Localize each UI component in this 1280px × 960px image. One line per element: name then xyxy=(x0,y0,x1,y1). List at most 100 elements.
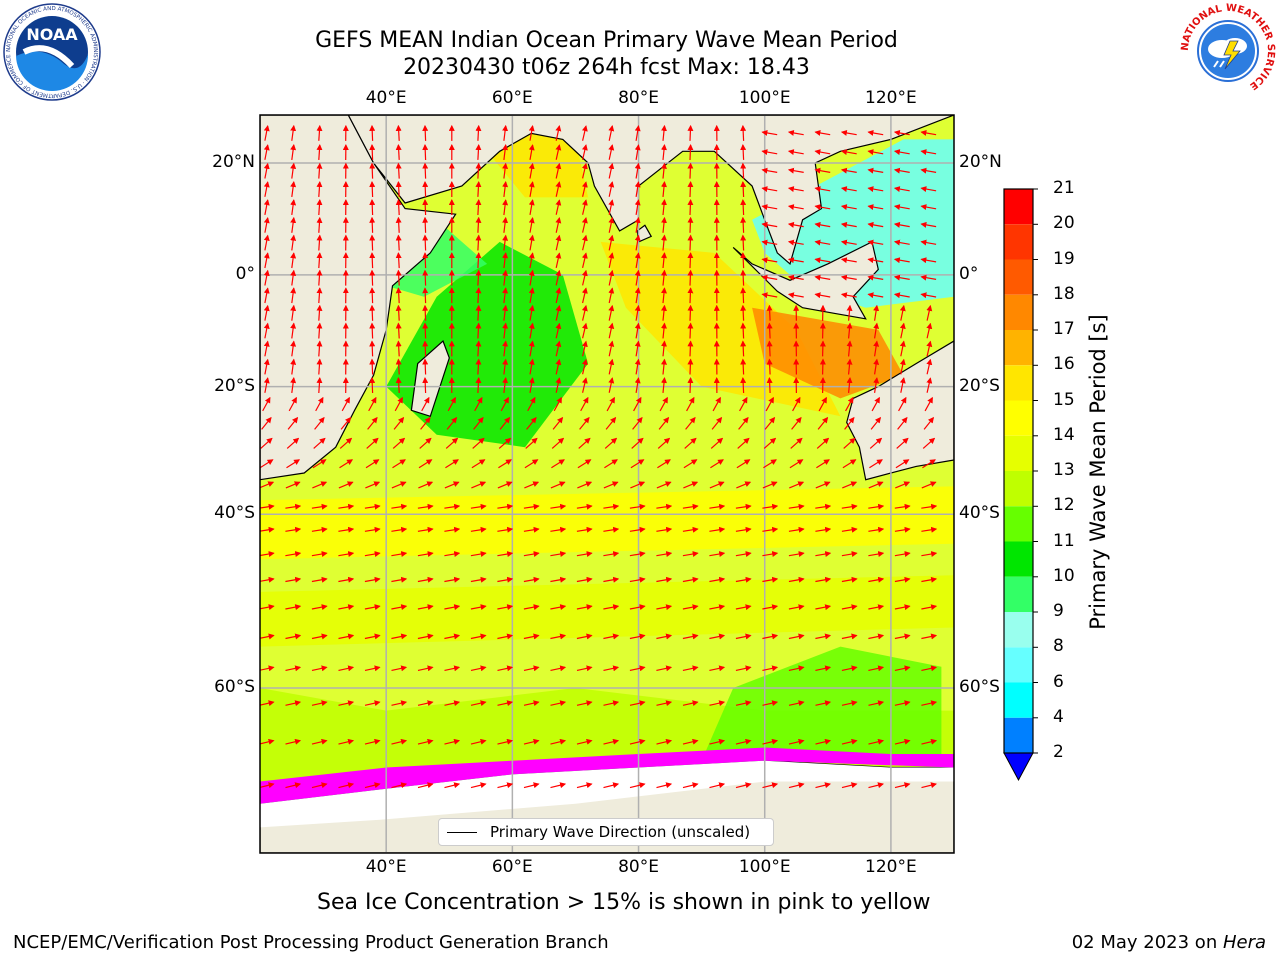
wave-arrow-585 xyxy=(603,551,620,557)
wave-arrow-453 xyxy=(551,437,565,449)
wave-arrow-584 xyxy=(576,551,593,557)
lon-label-top-2: 80°E xyxy=(618,88,659,108)
wave-arrow-679 xyxy=(338,665,355,672)
wave-arrow-204 xyxy=(840,257,857,264)
wave-arrow-192 xyxy=(528,252,535,269)
wave-arrow-701 xyxy=(921,665,938,672)
wave-arrow-471 xyxy=(339,459,354,469)
wave-arrow-672 xyxy=(841,633,858,640)
wave-arrow-544 xyxy=(894,503,911,510)
wave-arrow-756 xyxy=(311,782,328,789)
lat-label-left-0: 20°N xyxy=(212,152,255,172)
wave-arrow-287 xyxy=(290,322,297,339)
wave-arrow-548 xyxy=(311,526,328,533)
wave-arrow-561 xyxy=(656,526,673,533)
wave-arrow-469 xyxy=(286,459,301,469)
wave-arrow-579 xyxy=(444,551,461,557)
wave-arrow-759 xyxy=(391,782,408,789)
wave-arrow-539 xyxy=(762,503,779,510)
wave-arrow-462 xyxy=(790,437,803,449)
wave-arrow-509 xyxy=(656,481,672,489)
lat-label-left-2: 20°S xyxy=(214,375,255,396)
legend-label: Primary Wave Direction (unscaled) xyxy=(490,823,751,841)
colorbar-bin-10 xyxy=(1004,541,1033,577)
wave-arrow-655 xyxy=(391,633,408,640)
wave-arrow-478 xyxy=(524,459,539,469)
wave-arrow-77 xyxy=(920,167,937,174)
wave-arrow-117 xyxy=(608,199,615,215)
wave-arrow-538 xyxy=(735,503,752,510)
wave-arrow-432 xyxy=(685,416,696,430)
wave-arrow-773 xyxy=(762,782,779,789)
wave-arrow-2 xyxy=(316,124,323,141)
wave-arrow-732 xyxy=(364,738,381,745)
wave-arrow-5 xyxy=(395,124,402,141)
lon-label-top-3: 100°E xyxy=(738,88,791,108)
wave-arrow-375 xyxy=(555,377,562,393)
wave-arrow-729 xyxy=(285,738,302,745)
wave-arrow-152 xyxy=(840,221,857,228)
wave-arrow-768 xyxy=(629,782,646,789)
wave-arrow-214 xyxy=(422,269,429,286)
wave-arrow-713 xyxy=(550,700,567,707)
wave-arrow-464 xyxy=(843,437,856,449)
wave-arrow-122 xyxy=(740,199,747,216)
wave-arrow-480 xyxy=(577,459,592,469)
wave-arrow-40 xyxy=(634,144,641,160)
wave-arrow-510 xyxy=(683,481,699,489)
wave-arrow-597 xyxy=(921,551,938,557)
wave-arrow-665 xyxy=(656,633,673,640)
wave-arrow-130 xyxy=(263,217,270,233)
wave-arrow-604 xyxy=(417,576,434,583)
wave-arrow-325 xyxy=(608,340,615,357)
wave-arrow-625 xyxy=(285,604,302,611)
wave-arrow-703 xyxy=(285,700,302,707)
wave-arrow-234 xyxy=(263,287,270,304)
wave-arrow-87 xyxy=(502,181,509,197)
wave-arrow-13 xyxy=(608,125,615,141)
colorbar-label-14: 6 xyxy=(1053,671,1064,692)
wave-arrow-669 xyxy=(762,633,779,640)
wave-arrow-639 xyxy=(656,604,673,611)
wave-arrow-227 xyxy=(761,274,778,281)
wave-arrow-767 xyxy=(603,782,620,789)
wave-arrow-722 xyxy=(788,700,805,707)
wave-arrow-455 xyxy=(604,437,618,449)
wave-arrow-670 xyxy=(788,633,805,640)
wave-arrow-46 xyxy=(787,149,804,156)
colorbar-bin-0 xyxy=(1004,189,1033,225)
wave-arrow-153 xyxy=(867,221,884,228)
wave-arrow-11 xyxy=(555,125,562,141)
colorbar-bin-12 xyxy=(1004,612,1033,648)
wave-arrow-30 xyxy=(369,144,376,161)
wave-arrow-296 xyxy=(528,322,535,339)
wave-arrow-407 xyxy=(712,396,721,412)
wave-arrow-546 xyxy=(260,526,275,533)
wave-arrow-202 xyxy=(787,257,804,264)
wave-arrow-642 xyxy=(735,604,752,611)
wave-arrow-340 xyxy=(316,358,323,375)
colorbar-label-4: 17 xyxy=(1053,319,1075,339)
wave-arrow-676 xyxy=(260,665,275,672)
wave-arrow-689 xyxy=(603,665,620,672)
wave-arrow-610 xyxy=(576,576,593,583)
wave-arrow-769 xyxy=(656,782,673,789)
colorbar-label-15: 4 xyxy=(1053,706,1064,727)
wave-arrow-368 xyxy=(369,377,376,394)
wave-arrow-552 xyxy=(417,526,434,533)
wave-arrow-365 xyxy=(290,377,297,393)
wave-arrow-693 xyxy=(709,665,726,672)
lon-label-bottom-4: 120°E xyxy=(865,857,917,877)
wave-arrow-236 xyxy=(316,287,323,304)
wave-arrow-737 xyxy=(497,738,514,745)
wave-arrow-35 xyxy=(502,144,509,160)
wave-arrow-67 xyxy=(661,162,667,179)
wave-arrow-51 xyxy=(920,149,937,156)
wave-arrow-467 xyxy=(922,437,936,449)
wave-arrow-20 xyxy=(787,130,804,136)
wave-arrow-26 xyxy=(263,144,270,160)
wave-arrow-551 xyxy=(391,526,408,533)
wave-arrow-31 xyxy=(395,144,402,160)
wave-arrow-421 xyxy=(393,416,405,430)
lon-label-top-4: 120°E xyxy=(865,88,917,108)
